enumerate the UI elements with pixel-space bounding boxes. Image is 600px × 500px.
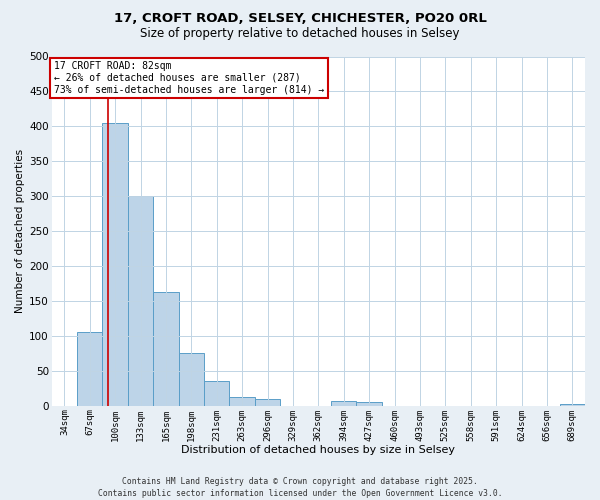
Bar xyxy=(153,292,179,406)
Bar xyxy=(229,398,255,406)
X-axis label: Distribution of detached houses by size in Selsey: Distribution of detached houses by size … xyxy=(181,445,455,455)
Bar xyxy=(560,404,585,406)
Text: 17, CROFT ROAD, SELSEY, CHICHESTER, PO20 0RL: 17, CROFT ROAD, SELSEY, CHICHESTER, PO20… xyxy=(113,12,487,26)
Bar xyxy=(255,399,280,406)
Text: 17 CROFT ROAD: 82sqm
← 26% of detached houses are smaller (287)
73% of semi-deta: 17 CROFT ROAD: 82sqm ← 26% of detached h… xyxy=(54,62,325,94)
Y-axis label: Number of detached properties: Number of detached properties xyxy=(15,149,25,313)
Text: Size of property relative to detached houses in Selsey: Size of property relative to detached ho… xyxy=(140,28,460,40)
Bar xyxy=(128,196,153,406)
Bar xyxy=(77,332,103,406)
Text: Contains HM Land Registry data © Crown copyright and database right 2025.
Contai: Contains HM Land Registry data © Crown c… xyxy=(98,476,502,498)
Bar xyxy=(331,401,356,406)
Bar xyxy=(356,402,382,406)
Bar xyxy=(179,354,204,406)
Bar xyxy=(103,123,128,406)
Bar xyxy=(204,382,229,406)
